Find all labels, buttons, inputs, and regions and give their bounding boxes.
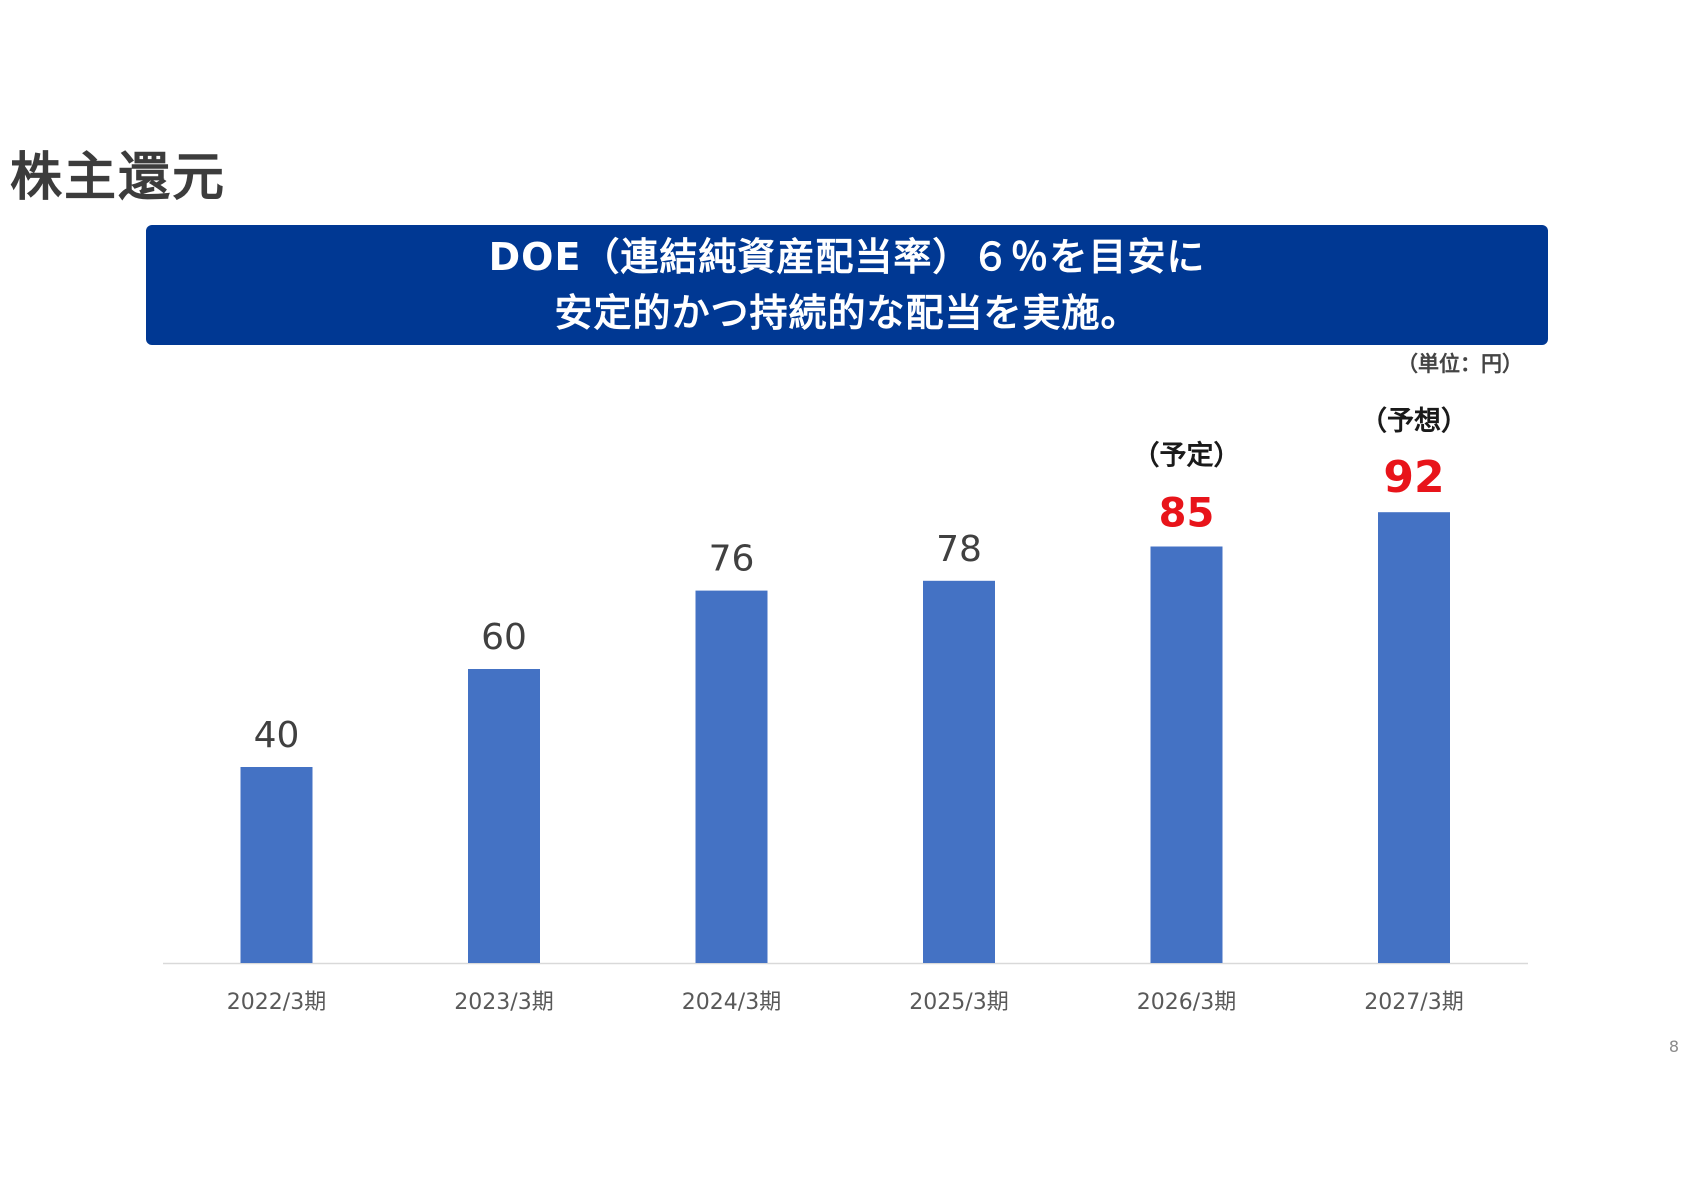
x-tick-label: 2024/3期 [682,990,781,1015]
unit-label: （単位：円） [1397,352,1523,376]
x-tick-label: 2022/3期 [227,990,326,1015]
data-label: 85 [1159,491,1215,537]
page-title: 株主還元 [10,148,227,208]
status-label: （予定） [1133,440,1241,472]
x-tick-label: 2023/3期 [454,990,553,1015]
bar [923,580,995,963]
x-tick-label: 2027/3期 [1364,990,1463,1015]
bar [468,669,540,963]
headline-banner: DOE（連結純資産配当率）６％を目安に 安定的かつ持続的な配当を実施。 [146,225,1548,345]
banner-line-2: 安定的かつ持続的な配当を実施。 [554,291,1140,335]
data-label: 60 [481,617,527,658]
banner-line-1: DOE（連結純資産配当率）６％を目安に [488,235,1206,279]
bar [1378,512,1450,963]
bar [240,767,313,963]
page-number: 8 [1668,1037,1679,1056]
x-tick-label: 2025/3期 [909,990,1008,1015]
bar [695,590,768,963]
data-label: 76 [709,539,755,580]
bar [1150,546,1223,963]
status-label: （予想） [1360,406,1468,437]
data-label: 40 [254,715,300,756]
x-tick-label: 2026/3期 [1137,990,1236,1015]
data-label: 78 [936,529,982,570]
data-label: 92 [1383,452,1444,503]
